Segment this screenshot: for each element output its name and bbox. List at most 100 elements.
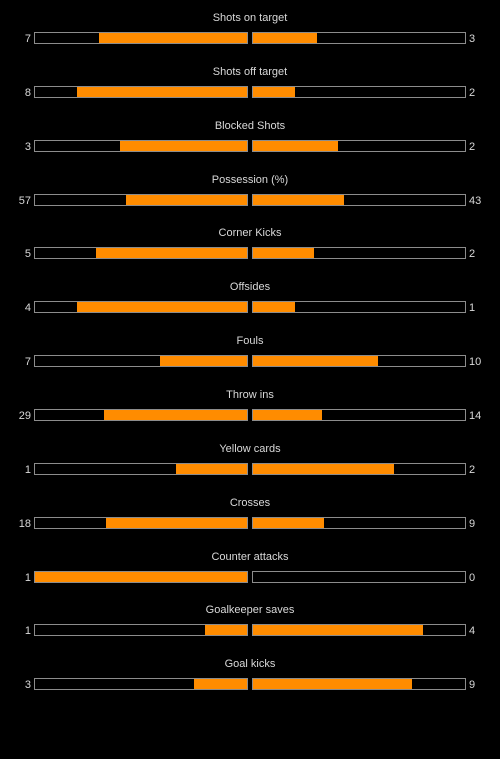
home-value: 1 (24, 625, 31, 637)
home-value: 3 (24, 141, 31, 153)
stat-row: Crosses 18 9 (0, 496, 500, 536)
stat-row: Counter attacks 1 0 (0, 550, 500, 590)
stat-row: Fouls 7 10 (0, 334, 500, 374)
away-bar (252, 409, 466, 421)
away-value: 9 (469, 518, 476, 530)
stat-row: Shots on target 7 3 (0, 11, 500, 51)
home-bar (34, 301, 248, 313)
stat-row: Yellow cards 1 2 (0, 442, 500, 482)
away-bar-fill (253, 518, 324, 528)
away-value: 3 (469, 33, 476, 45)
stat-row: Corner Kicks 5 2 (0, 226, 500, 266)
stat-label: Goalkeeper saves (205, 604, 295, 616)
away-bar (252, 194, 466, 206)
stat-row: Shots off target 8 2 (0, 65, 500, 105)
away-value: 2 (469, 248, 476, 260)
home-bar (34, 517, 248, 529)
home-value: 8 (24, 87, 31, 99)
stat-label: Corner Kicks (218, 227, 282, 239)
away-bar-fill (253, 33, 317, 43)
home-bar (34, 194, 248, 206)
away-bar (252, 32, 466, 44)
away-bar-fill (253, 356, 378, 366)
away-value: 2 (469, 141, 476, 153)
home-value: 5 (24, 248, 31, 260)
away-bar (252, 463, 466, 475)
away-bar-fill (253, 302, 296, 312)
stat-label: Throw ins (226, 389, 274, 401)
stat-row: Goalkeeper saves 1 4 (0, 603, 500, 643)
away-bar-fill (253, 679, 412, 689)
home-bar-fill (204, 625, 247, 635)
home-bar-fill (159, 356, 247, 366)
away-bar (252, 140, 466, 152)
stat-label: Crosses (229, 497, 271, 509)
away-bar (252, 517, 466, 529)
home-bar (34, 571, 248, 583)
away-value: 2 (469, 87, 476, 99)
away-bar (252, 355, 466, 367)
stat-label: Goal kicks (224, 658, 276, 670)
stat-row: Throw ins 29 14 (0, 388, 500, 428)
away-bar-fill (253, 625, 423, 635)
away-value: 9 (469, 679, 476, 691)
away-bar-fill (253, 248, 314, 258)
home-bar (34, 86, 248, 98)
away-bar-fill (253, 87, 296, 97)
home-bar-fill (105, 518, 247, 528)
stat-label: Shots off target (212, 66, 288, 78)
home-bar (34, 409, 248, 421)
stat-row: Offsides 4 1 (0, 280, 500, 320)
home-bar (34, 678, 248, 690)
away-value: 43 (469, 195, 482, 207)
home-value: 57 (18, 195, 31, 207)
away-value: 1 (469, 302, 476, 314)
stat-label: Yellow cards (219, 443, 281, 455)
away-bar (252, 624, 466, 636)
home-bar (34, 355, 248, 367)
away-value: 4 (469, 625, 476, 637)
home-bar-fill (77, 302, 247, 312)
away-value: 0 (469, 572, 476, 584)
home-bar (34, 140, 248, 152)
home-value: 4 (24, 302, 31, 314)
away-bar (252, 678, 466, 690)
home-bar-fill (77, 87, 247, 97)
home-bar-fill (95, 248, 247, 258)
home-value: 29 (18, 410, 31, 422)
home-value: 7 (24, 33, 31, 45)
home-bar-fill (104, 410, 247, 420)
home-bar-fill (35, 572, 247, 582)
home-bar-fill (98, 33, 247, 43)
home-bar-fill (119, 141, 247, 151)
stat-label: Possession (%) (211, 174, 289, 186)
away-bar (252, 247, 466, 259)
away-value: 14 (469, 410, 482, 422)
home-value: 18 (18, 518, 31, 530)
home-value: 1 (24, 464, 31, 476)
stat-row: Goal kicks 3 9 (0, 657, 500, 697)
away-bar-fill (253, 141, 338, 151)
stat-label: Fouls (236, 335, 264, 347)
away-bar-fill (253, 464, 395, 474)
away-bar (252, 571, 466, 583)
stat-row: Possession (%) 57 43 (0, 173, 500, 213)
home-bar-fill (176, 464, 247, 474)
home-bar-fill (126, 195, 247, 205)
stat-label: Counter attacks (211, 551, 289, 563)
stat-label: Blocked Shots (214, 120, 286, 132)
home-bar (34, 247, 248, 259)
stat-row: Blocked Shots 3 2 (0, 119, 500, 159)
away-value: 10 (469, 356, 482, 368)
stat-label: Offsides (229, 281, 271, 293)
home-bar (34, 463, 248, 475)
away-bar-fill (253, 195, 345, 205)
home-value: 3 (24, 679, 31, 691)
away-bar (252, 301, 466, 313)
home-value: 1 (24, 572, 31, 584)
away-value: 2 (469, 464, 476, 476)
stat-label: Shots on target (212, 12, 288, 24)
away-bar (252, 86, 466, 98)
home-bar (34, 32, 248, 44)
home-bar (34, 624, 248, 636)
